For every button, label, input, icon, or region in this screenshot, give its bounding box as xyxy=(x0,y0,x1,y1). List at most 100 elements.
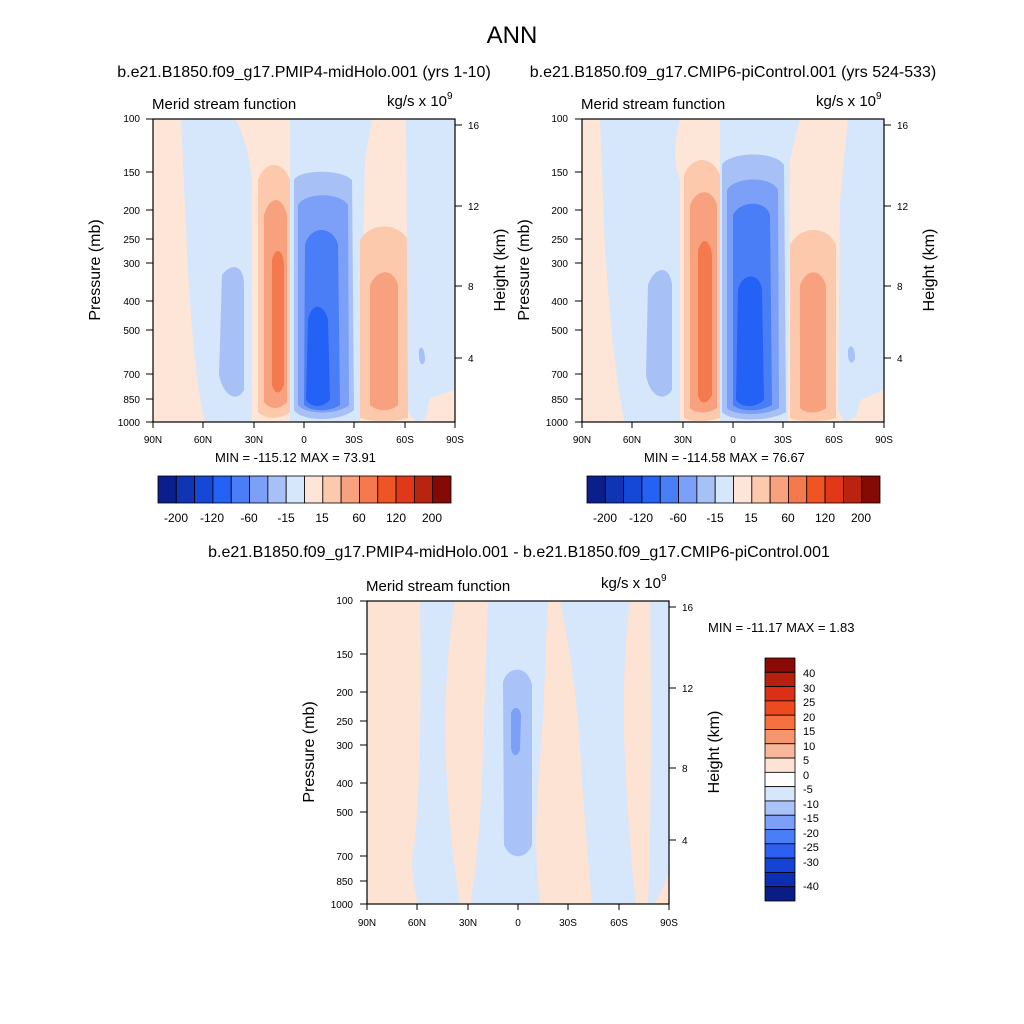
colorbar-swatch xyxy=(764,743,796,759)
colorbar-label: 40 xyxy=(803,668,815,680)
pressure-tick-label: 500 xyxy=(123,326,140,337)
colorbar-swatch xyxy=(764,700,796,716)
colorbar-swatch xyxy=(842,475,863,504)
pressure-tick-label: 850 xyxy=(551,395,568,406)
colorbar-swatch xyxy=(359,475,379,504)
lat-tick-label: 30N xyxy=(459,918,477,929)
panel-var-label: Merid stream function xyxy=(581,96,725,113)
pressure-tick-label: 300 xyxy=(123,259,140,270)
panel-units: kg/s x 109 xyxy=(601,573,667,592)
pressure-tick-label: 1000 xyxy=(331,900,354,911)
colorbar-label: -10 xyxy=(803,799,819,811)
colorbar-label: -25 xyxy=(803,842,819,854)
cell-90N-80N xyxy=(153,119,181,422)
colorbar-swatch xyxy=(788,475,808,504)
colorbar-swatch xyxy=(806,475,826,504)
colorbar-panel1 xyxy=(157,475,452,504)
colorbar-labels: -200 -120 -60 -15 15 60 120 200 xyxy=(593,511,871,525)
panel-difference: b.e21.B1850.f09_g17.PMIP4-midHolo.001 - … xyxy=(208,544,854,929)
panel-units: kg/s x 109 xyxy=(816,91,882,110)
y-axis-label: Pressure (mb) xyxy=(301,701,318,802)
lat-tick-label: 90S xyxy=(446,435,464,446)
lat-tick-label: 90N xyxy=(144,435,162,446)
lat-tick-label: 0 xyxy=(515,918,521,929)
colorbar-swatch xyxy=(659,475,679,504)
colorbar-label: 20 xyxy=(803,712,815,724)
panel-midholo: b.e21.B1850.f09_g17.PMIP4-midHolo.001 (y… xyxy=(87,64,509,525)
pressure-tick-label: 250 xyxy=(123,235,140,246)
colorbar-label: 30 xyxy=(803,683,815,695)
colorbar-label: -200 xyxy=(593,511,617,525)
lat-tick-label: 60S xyxy=(396,435,414,446)
blue-dot-70S xyxy=(847,346,855,363)
colorbar-label: 25 xyxy=(803,697,815,709)
lat-tick-label: 90N xyxy=(358,918,376,929)
pressure-tick-label: 500 xyxy=(336,808,353,819)
blue-cell-eq-core xyxy=(736,276,764,406)
panel-var-label: Merid stream function xyxy=(366,578,510,595)
colorbar-swatch xyxy=(764,771,796,788)
red-cell-18N-core xyxy=(272,250,284,393)
colorbar-swatch xyxy=(733,475,753,504)
units-base: kg/s x 10 xyxy=(387,93,447,110)
blue-band-70S xyxy=(406,119,455,422)
colorbar-diff-labels: 40 30 25 20 15 10 5 0 -5 -10 -15 -20 -25… xyxy=(803,668,819,893)
blue-cell-eq-core xyxy=(306,306,330,406)
pressure-tick-label: 200 xyxy=(551,206,568,217)
colorbar-swatch xyxy=(861,475,881,504)
colorbar-swatch xyxy=(175,475,196,504)
colorbar-swatch xyxy=(194,475,214,504)
height-tick-label: 16 xyxy=(682,603,694,614)
colorbar-swatch xyxy=(157,475,177,504)
height-tick-label: 8 xyxy=(897,282,903,293)
colorbar-label: 200 xyxy=(422,511,442,525)
colorbar-swatch xyxy=(586,475,606,504)
colorbar-swatch xyxy=(304,475,324,504)
colorbar-swatch xyxy=(395,475,415,504)
units-exponent: 9 xyxy=(661,573,667,584)
blue-band-70S xyxy=(648,601,669,904)
colorbar-swatch xyxy=(623,475,643,504)
colorbar-label: -200 xyxy=(164,511,188,525)
colorbar-label: 10 xyxy=(803,741,815,753)
height-tick-label: 12 xyxy=(682,684,694,695)
blue-dot-70S xyxy=(418,347,425,365)
colorbar-swatch xyxy=(641,475,661,504)
colorbar-label: -30 xyxy=(803,857,819,869)
red-edge-70S xyxy=(855,390,884,422)
blue-band-70S xyxy=(838,119,884,422)
colorbar-label: -20 xyxy=(803,828,819,840)
lat-tick-label: 30S xyxy=(345,435,363,446)
pressure-tick-label: 300 xyxy=(336,741,353,752)
colorbar-label: 60 xyxy=(352,511,366,525)
lat-tick-label: 30S xyxy=(559,918,577,929)
pressure-tick-label: 300 xyxy=(551,259,568,270)
red-edge-70S xyxy=(425,390,455,422)
pressure-tick-label: 200 xyxy=(123,206,140,217)
colorbar-label: 200 xyxy=(851,511,871,525)
pressure-tick-label: 150 xyxy=(336,650,353,661)
blue-cell-eq xyxy=(503,669,532,857)
colorbar-label: 15 xyxy=(315,511,329,525)
colorbar-swatch xyxy=(678,475,698,504)
lat-axis: 90N 60N 30N 0 30S 60S 90S xyxy=(358,918,678,929)
lat-tick-label: 60N xyxy=(408,918,426,929)
colorbar-swatch xyxy=(212,475,232,504)
pressure-tick-label: 100 xyxy=(336,596,353,607)
colorbar-swatch xyxy=(230,475,250,504)
colorbar-label: 0 xyxy=(803,770,809,782)
blue-band-50N xyxy=(412,601,460,904)
colorbar-label: -5 xyxy=(803,784,813,796)
height-axis: 16 12 8 4 xyxy=(682,603,694,847)
colorbar-swatch xyxy=(764,857,796,873)
colorbar-swatch xyxy=(764,872,796,888)
blue-band-45S xyxy=(560,601,636,904)
red-cell-45S-core xyxy=(800,272,826,413)
colorbar-panel2 xyxy=(586,475,881,504)
blue-core-eq xyxy=(511,707,521,756)
colorbar-swatch xyxy=(764,843,796,859)
red-cell-45S-core xyxy=(370,272,398,411)
colorbar-label: 5 xyxy=(803,755,809,767)
height-tick-label: 12 xyxy=(468,202,480,213)
